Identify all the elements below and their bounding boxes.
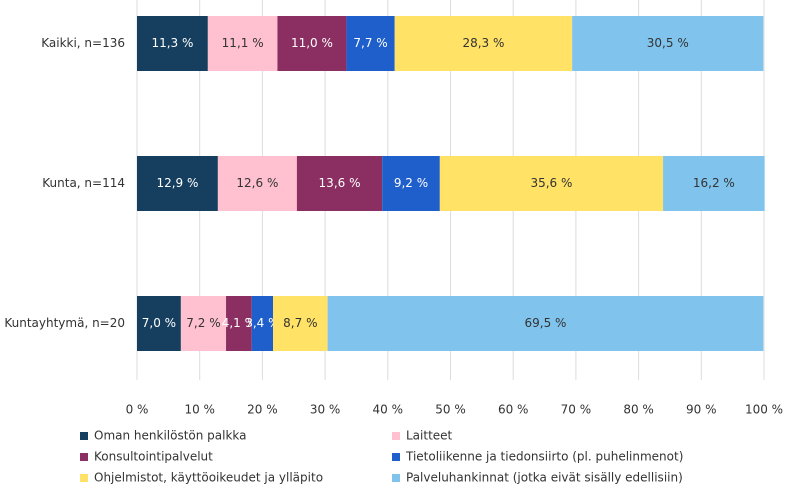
bar-segment xyxy=(439,156,664,211)
bar-segment xyxy=(663,156,765,211)
data-label: 30,5 % xyxy=(647,36,689,50)
x-tick-label: 10 % xyxy=(184,403,215,417)
data-label: 7,0 % xyxy=(142,316,176,330)
data-label: 7,2 % xyxy=(186,316,220,330)
data-label: 28,3 % xyxy=(462,36,504,50)
legend-swatch xyxy=(80,432,88,440)
y-tick-label: Kaikki, n=136 xyxy=(41,36,125,50)
x-tick-label: 100 % xyxy=(745,403,783,417)
data-label: 12,9 % xyxy=(156,176,198,190)
data-label: 16,2 % xyxy=(693,176,735,190)
x-tick-label: 20 % xyxy=(247,403,278,417)
bar-segment xyxy=(180,296,227,351)
y-tick-label: Kunta, n=114 xyxy=(42,176,125,190)
bar-segment xyxy=(296,156,383,211)
data-label: 13,6 % xyxy=(319,176,361,190)
bar-segment xyxy=(137,156,218,211)
bar-segment xyxy=(382,156,440,211)
legend-swatch xyxy=(80,474,88,482)
data-label: 69,5 % xyxy=(525,316,567,330)
x-tick-label: 30 % xyxy=(310,403,341,417)
legend-label: Tietoliikenne ja tiedonsiirto (pl. puhel… xyxy=(405,450,683,464)
legend-swatch xyxy=(80,453,88,461)
bar-segment xyxy=(137,296,181,351)
x-tick-label: 0 % xyxy=(126,403,149,417)
y-tick-label: Kuntayhtymä, n=20 xyxy=(4,316,125,330)
legend-swatch xyxy=(392,474,400,482)
legend-label: Laitteet xyxy=(406,429,453,443)
x-tick-label: 70 % xyxy=(561,403,592,417)
bar-segment xyxy=(251,296,274,351)
bar-segment xyxy=(572,16,764,71)
bar-segment xyxy=(327,296,764,351)
data-label: 35,6 % xyxy=(530,176,572,190)
legend-swatch xyxy=(392,453,400,461)
data-label: 9,2 % xyxy=(394,176,428,190)
data-label: 12,6 % xyxy=(236,176,278,190)
legend-label: Ohjelmistot, käyttöoikeudet ja ylläpito xyxy=(94,471,323,485)
bar-segment xyxy=(226,296,252,351)
data-label: 11,1 % xyxy=(222,36,264,50)
bar-segment xyxy=(137,16,208,71)
legend-swatch xyxy=(392,432,400,440)
legend-label: Palveluhankinnat (jotka eivät sisälly ed… xyxy=(406,471,683,485)
bar-segment xyxy=(277,16,347,71)
bar-segment xyxy=(346,16,395,71)
bar-segment xyxy=(273,296,328,351)
legend-label: Oman henkilöstön palkka xyxy=(94,429,247,443)
data-label: 11,0 % xyxy=(291,36,333,50)
x-tick-label: 60 % xyxy=(498,403,529,417)
bar-segment xyxy=(217,156,297,211)
data-label: 8,7 % xyxy=(283,316,317,330)
x-tick-label: 40 % xyxy=(373,403,404,417)
x-tick-label: 90 % xyxy=(686,403,717,417)
legend-label: Konsultointipalvelut xyxy=(94,450,213,464)
data-label: 3,4 % xyxy=(245,316,279,330)
bar-segment xyxy=(207,16,278,71)
data-label: 11,3 % xyxy=(151,36,193,50)
data-label: 7,7 % xyxy=(353,36,387,50)
x-tick-label: 80 % xyxy=(623,403,654,417)
data-label: 4,1 % xyxy=(222,316,256,330)
bar-segment xyxy=(394,16,573,71)
x-tick-label: 50 % xyxy=(435,403,466,417)
